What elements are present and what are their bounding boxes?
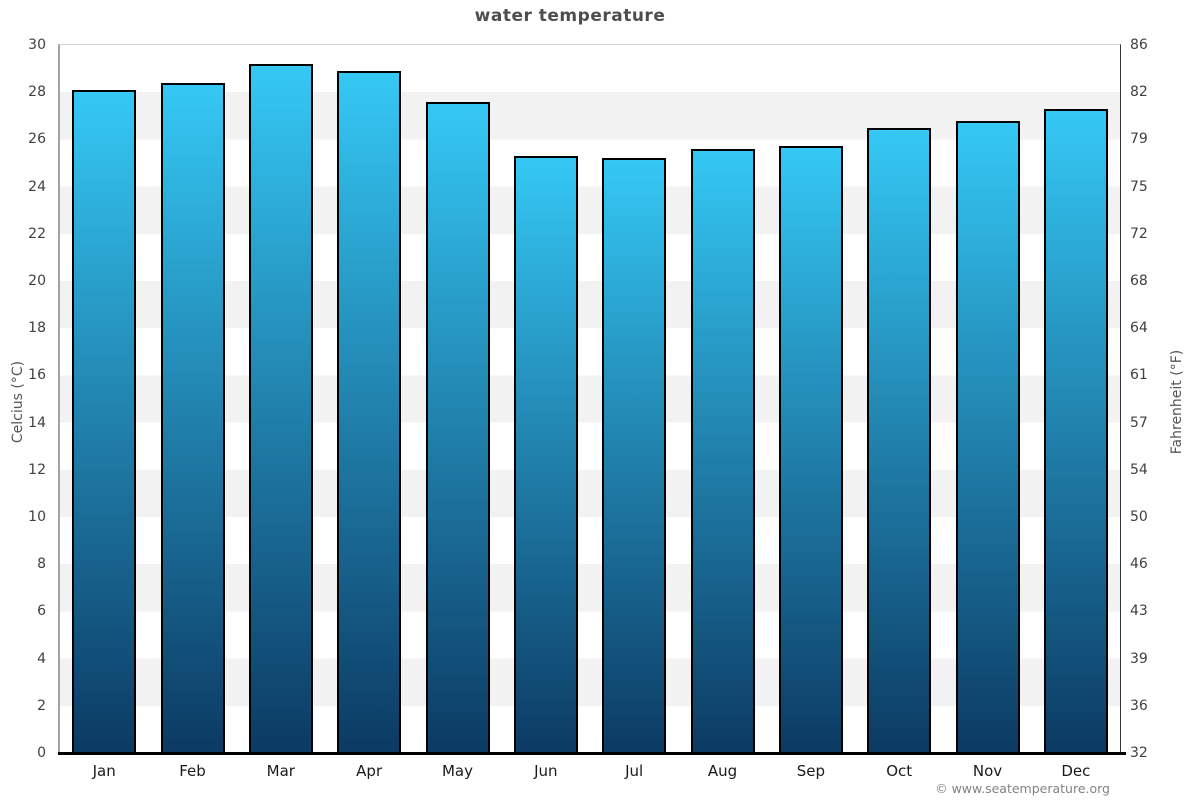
bar-apr xyxy=(337,70,402,753)
fahrenheit-tick: 64 xyxy=(1130,320,1148,337)
celsius-tick: 22 xyxy=(28,225,46,242)
month-tick-aug: Aug xyxy=(707,762,738,780)
celsius-tick: 16 xyxy=(28,367,46,384)
month-tick-jun: Jun xyxy=(534,762,558,780)
month-tick-sep: Sep xyxy=(796,762,825,780)
month-tick-oct: Oct xyxy=(886,762,913,780)
fahrenheit-axis-title: Fahrenheit (°F) xyxy=(1169,349,1185,455)
fahrenheit-tick: 57 xyxy=(1130,414,1148,431)
bar-aug xyxy=(690,148,755,753)
fahrenheit-tick: 68 xyxy=(1130,273,1148,289)
fahrenheit-tick: 54 xyxy=(1130,461,1148,478)
celsius-tick: 2 xyxy=(37,697,46,714)
celsius-tick: 14 xyxy=(28,414,46,431)
celsius-tick: 18 xyxy=(28,320,46,337)
month-tick-mar: Mar xyxy=(266,762,295,780)
celsius-tick: 10 xyxy=(28,509,46,525)
celsius-tick: 26 xyxy=(28,131,46,148)
bar-oct xyxy=(867,127,932,753)
bar-nov xyxy=(955,120,1020,753)
celsius-tick: 4 xyxy=(37,650,46,667)
fahrenheit-tick: 75 xyxy=(1130,178,1148,195)
fahrenheit-tick: 82 xyxy=(1130,84,1148,101)
celsius-tick: 6 xyxy=(37,603,46,620)
bar-may xyxy=(425,101,490,753)
celsius-tick: 20 xyxy=(28,273,46,289)
celsius-tick: 30 xyxy=(28,37,46,53)
celsius-tick: 8 xyxy=(37,556,46,573)
fahrenheit-tick: 32 xyxy=(1130,745,1148,761)
copyright-credit: © www.seatemperature.org xyxy=(935,781,1110,796)
chart-title: water temperature xyxy=(474,6,666,26)
celsius-tick: 24 xyxy=(28,178,46,195)
month-tick-jul: Jul xyxy=(625,762,644,780)
fahrenheit-tick: 61 xyxy=(1130,367,1148,384)
celsius-tick: 12 xyxy=(28,461,46,478)
celsius-tick: 28 xyxy=(28,84,46,101)
fahrenheit-tick: 43 xyxy=(1130,603,1148,620)
fahrenheit-tick: 50 xyxy=(1130,509,1148,525)
bar-feb xyxy=(160,82,225,753)
x-axis-line xyxy=(58,752,1126,755)
month-tick-dec: Dec xyxy=(1061,762,1091,780)
plot-area xyxy=(58,44,1121,753)
month-tick-apr: Apr xyxy=(356,762,383,780)
bar-jun xyxy=(513,155,578,753)
bar-mar xyxy=(248,63,313,753)
month-tick-jan: Jan xyxy=(92,762,116,780)
bar-sep xyxy=(778,146,843,753)
fahrenheit-tick: 72 xyxy=(1130,225,1148,242)
fahrenheit-tick: 39 xyxy=(1130,650,1148,667)
month-tick-may: May xyxy=(441,762,473,780)
celsius-tick: 0 xyxy=(37,745,46,761)
month-tick-feb: Feb xyxy=(179,762,206,780)
fahrenheit-tick: 86 xyxy=(1130,37,1148,53)
fahrenheit-tick: 46 xyxy=(1130,556,1148,573)
bar-jan xyxy=(72,89,137,753)
fahrenheit-tick: 36 xyxy=(1130,697,1148,714)
month-tick-nov: Nov xyxy=(972,762,1003,780)
bar-jul xyxy=(602,158,667,753)
fahrenheit-tick: 79 xyxy=(1130,131,1148,148)
bar-dec xyxy=(1043,108,1108,753)
